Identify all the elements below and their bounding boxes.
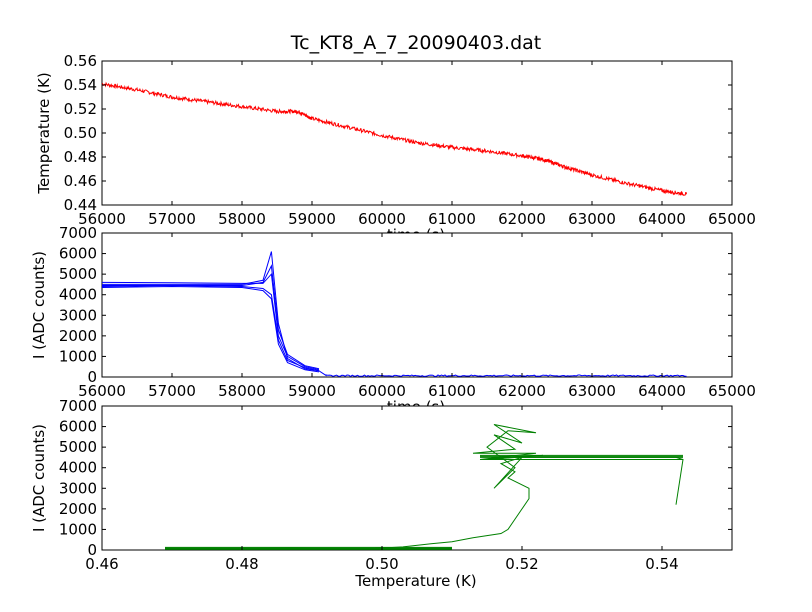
y-tick-label: 7000: [59, 397, 97, 415]
series-line: [101, 81, 687, 197]
series-line: [101, 285, 320, 373]
plot-area: [101, 232, 733, 378]
y-tick-label: 2000: [59, 500, 97, 518]
x-tick-label: 59000: [288, 210, 336, 228]
y-tick-label: 4000: [59, 286, 97, 304]
x-tick-label: 0.54: [645, 555, 678, 573]
y-tick-label: 1000: [59, 347, 97, 365]
ticks-layer: 56000 57000 58000 59000 60000 61000 62000 63000…: [59, 224, 756, 400]
x-tick-label: 57000: [148, 210, 196, 228]
y-tick-label: 3000: [59, 306, 97, 324]
x-tick-label: 65000: [708, 210, 756, 228]
x-axis-label: Temperature (K): [354, 572, 476, 590]
x-tick-label: 58000: [218, 382, 266, 400]
y-tick-label: 2000: [59, 327, 97, 345]
x-tick-label: 56000: [78, 210, 126, 228]
y-tick-label: 0: [87, 541, 97, 559]
series-line: [102, 285, 320, 372]
x-tick-label: 62000: [498, 210, 546, 228]
ticks-layer: 0.46 0.48 0.50 0.52 0.54 0 1000 2000 3000 4000 500…: [59, 397, 732, 573]
series-layer: [101, 251, 687, 378]
y-tick-label: 0.50: [64, 124, 97, 142]
y-tick-label: 7000: [59, 224, 97, 242]
x-tick-label: 0.48: [225, 555, 258, 573]
x-tick-label: 65000: [708, 382, 756, 400]
x-tick-label: 58000: [218, 210, 266, 228]
y-axis-label: I (ADC counts): [30, 251, 48, 359]
x-tick-label: 56000: [78, 382, 126, 400]
y-tick-label: 3000: [59, 479, 97, 497]
x-tick-label: 62000: [498, 382, 546, 400]
y-tick-label: 0.46: [64, 172, 97, 190]
y-tick-label: 0.48: [64, 148, 97, 166]
current-time-panel: 56000 57000 58000 59000 60000 61000 62000 63000…: [30, 224, 756, 416]
x-tick-label: 0.52: [505, 555, 538, 573]
y-tick-label: 0.54: [64, 76, 97, 94]
plot-area: [101, 60, 733, 206]
y-tick-label: 0.52: [64, 100, 97, 118]
x-tick-label: 0.46: [85, 555, 118, 573]
x-tick-label: 64000: [638, 382, 686, 400]
x-tick-label: 64000: [638, 210, 686, 228]
y-tick-label: 1000: [59, 520, 97, 538]
x-tick-label: 63000: [568, 382, 616, 400]
y-tick-label: 4000: [59, 459, 97, 477]
y-tick-label: 0.44: [64, 196, 97, 214]
y-axis-label: I (ADC counts): [30, 424, 48, 532]
x-tick-label: 60000: [358, 382, 406, 400]
x-tick-label: 60000: [358, 210, 406, 228]
series-line: [101, 272, 320, 371]
ticks-layer: 56000 57000 58000 59000 60000 61000 62000 63000…: [64, 52, 756, 228]
y-tick-label: 0.56: [64, 52, 97, 70]
series-layer: [101, 81, 687, 197]
y-axis-label: Temperature (K): [35, 72, 53, 194]
series-line: [102, 251, 687, 378]
y-tick-label: 6000: [59, 245, 97, 263]
y-tick-label: 5000: [59, 265, 97, 283]
y-tick-label: 6000: [59, 418, 97, 436]
chart-title: Tc_KT8_A_7_20090403.dat: [290, 32, 542, 54]
x-tick-label: 61000: [428, 382, 476, 400]
y-tick-label: 5000: [59, 438, 97, 456]
x-tick-label: 0.50: [365, 555, 398, 573]
x-tick-label: 63000: [568, 210, 616, 228]
x-tick-label: 57000: [148, 382, 196, 400]
current-temperature-panel: 0.46 0.48 0.50 0.52 0.54 0 1000 2000 3000 4000 500…: [30, 397, 733, 590]
temperature-time-panel: 56000 57000 58000 59000 60000 61000 62000 63000…: [35, 52, 756, 244]
series-layer: [164, 424, 684, 550]
x-tick-label: 61000: [428, 210, 476, 228]
plot-area: [101, 405, 733, 551]
y-tick-label: 0: [87, 368, 97, 386]
x-tick-label: 59000: [288, 382, 336, 400]
